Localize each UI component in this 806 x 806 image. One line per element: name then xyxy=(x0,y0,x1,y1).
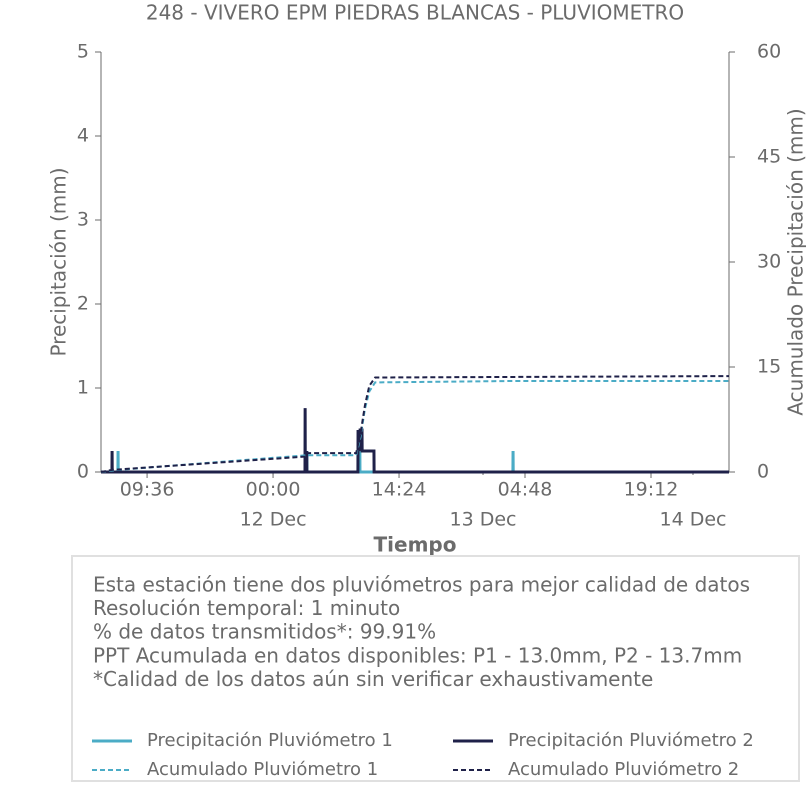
y2-tick-label: 45 xyxy=(757,146,781,168)
legend-label: Precipitación Pluviómetro 1 xyxy=(147,730,393,751)
info-line: Resolución temporal: 1 minuto xyxy=(93,596,400,620)
precipitation-line xyxy=(101,429,729,474)
legend-label: Acumulado Pluviómetro 1 xyxy=(147,759,378,780)
x-tick-label: 04:48 xyxy=(498,479,553,501)
y-tick-label: 5 xyxy=(77,41,89,63)
info-line: PPT Acumulada en datos disponibles: P1 -… xyxy=(93,643,742,667)
cumulative-line xyxy=(100,380,729,473)
precipitation-line xyxy=(101,408,729,474)
x-date-label: 13 Dec xyxy=(450,509,517,531)
info-line: Esta estación tiene dos pluviómetros par… xyxy=(93,573,750,597)
x-tick-label: 00:00 xyxy=(246,479,301,501)
y2-tick-label: 60 xyxy=(757,41,781,63)
y2-tick-label: 15 xyxy=(757,356,781,378)
y-tick-label: 3 xyxy=(77,209,89,231)
info-line: *Calidad de los datos aún sin verificar … xyxy=(93,667,653,691)
x-tick-label: 09:36 xyxy=(120,479,175,501)
x-tick-label: 19:12 xyxy=(624,479,679,501)
y-axis-label: Precipitación (mm) xyxy=(47,167,71,356)
y-tick-label: 1 xyxy=(77,377,89,399)
y2-axis-label: Acumulado Precipitación (mm) xyxy=(784,108,806,415)
y-tick-label: 0 xyxy=(77,461,89,483)
info-box xyxy=(71,555,800,782)
x-date-label: 14 Dec xyxy=(659,509,726,531)
y2-tick-label: 0 xyxy=(757,461,769,483)
cumulative-line xyxy=(100,375,730,473)
x-date-label: 12 Dec xyxy=(240,509,307,531)
x-axis-label: Tiempo xyxy=(374,533,457,557)
info-line: % de datos transmitidos*: 99.91% xyxy=(93,620,436,644)
legend-label: Precipitación Pluviómetro 2 xyxy=(508,730,754,751)
y-tick-label: 2 xyxy=(77,293,89,315)
legend-label: Acumulado Pluviómetro 2 xyxy=(508,759,739,780)
y-tick-label: 4 xyxy=(77,125,89,147)
y2-tick-label: 30 xyxy=(757,251,781,273)
x-tick-label: 14:24 xyxy=(372,479,427,501)
chart-title: 248 - VIVERO EPM PIEDRAS BLANCAS - PLUVI… xyxy=(146,1,684,25)
